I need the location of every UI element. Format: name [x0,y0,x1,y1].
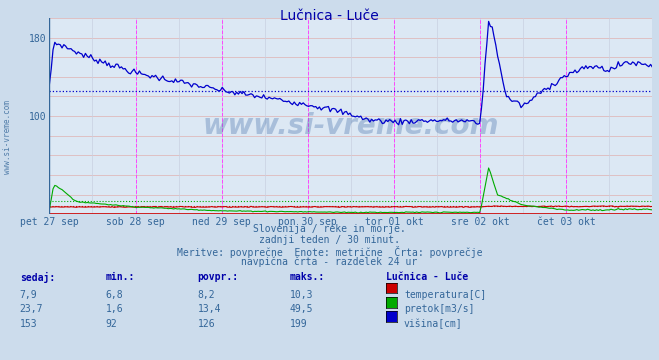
Text: navpična črta - razdelek 24 ur: navpična črta - razdelek 24 ur [241,256,418,267]
Text: Meritve: povprečne  Enote: metrične  Črta: povprečje: Meritve: povprečne Enote: metrične Črta:… [177,246,482,257]
Text: 49,5: 49,5 [290,304,314,314]
Text: zadnji teden / 30 minut.: zadnji teden / 30 minut. [259,235,400,245]
Text: 1,6: 1,6 [105,304,123,314]
Text: 199: 199 [290,319,308,329]
Text: 13,4: 13,4 [198,304,221,314]
Text: temperatura[C]: temperatura[C] [404,290,486,300]
Text: sedaj:: sedaj: [20,272,55,283]
Text: min.:: min.: [105,272,135,282]
Text: Lučnica - Luče: Lučnica - Luče [386,272,468,282]
Text: pretok[m3/s]: pretok[m3/s] [404,304,474,314]
Text: 8,2: 8,2 [198,290,215,300]
Text: www.si-vreme.com: www.si-vreme.com [3,100,13,174]
Text: www.si-vreme.com: www.si-vreme.com [203,112,499,140]
Text: 6,8: 6,8 [105,290,123,300]
Text: 10,3: 10,3 [290,290,314,300]
Text: Slovenija / reke in morje.: Slovenija / reke in morje. [253,224,406,234]
Text: 153: 153 [20,319,38,329]
Text: 126: 126 [198,319,215,329]
Text: Lučnica - Luče: Lučnica - Luče [280,9,379,23]
Text: 23,7: 23,7 [20,304,43,314]
Text: višina[cm]: višina[cm] [404,319,463,329]
Text: 7,9: 7,9 [20,290,38,300]
Text: 92: 92 [105,319,117,329]
Text: maks.:: maks.: [290,272,325,282]
Text: povpr.:: povpr.: [198,272,239,282]
